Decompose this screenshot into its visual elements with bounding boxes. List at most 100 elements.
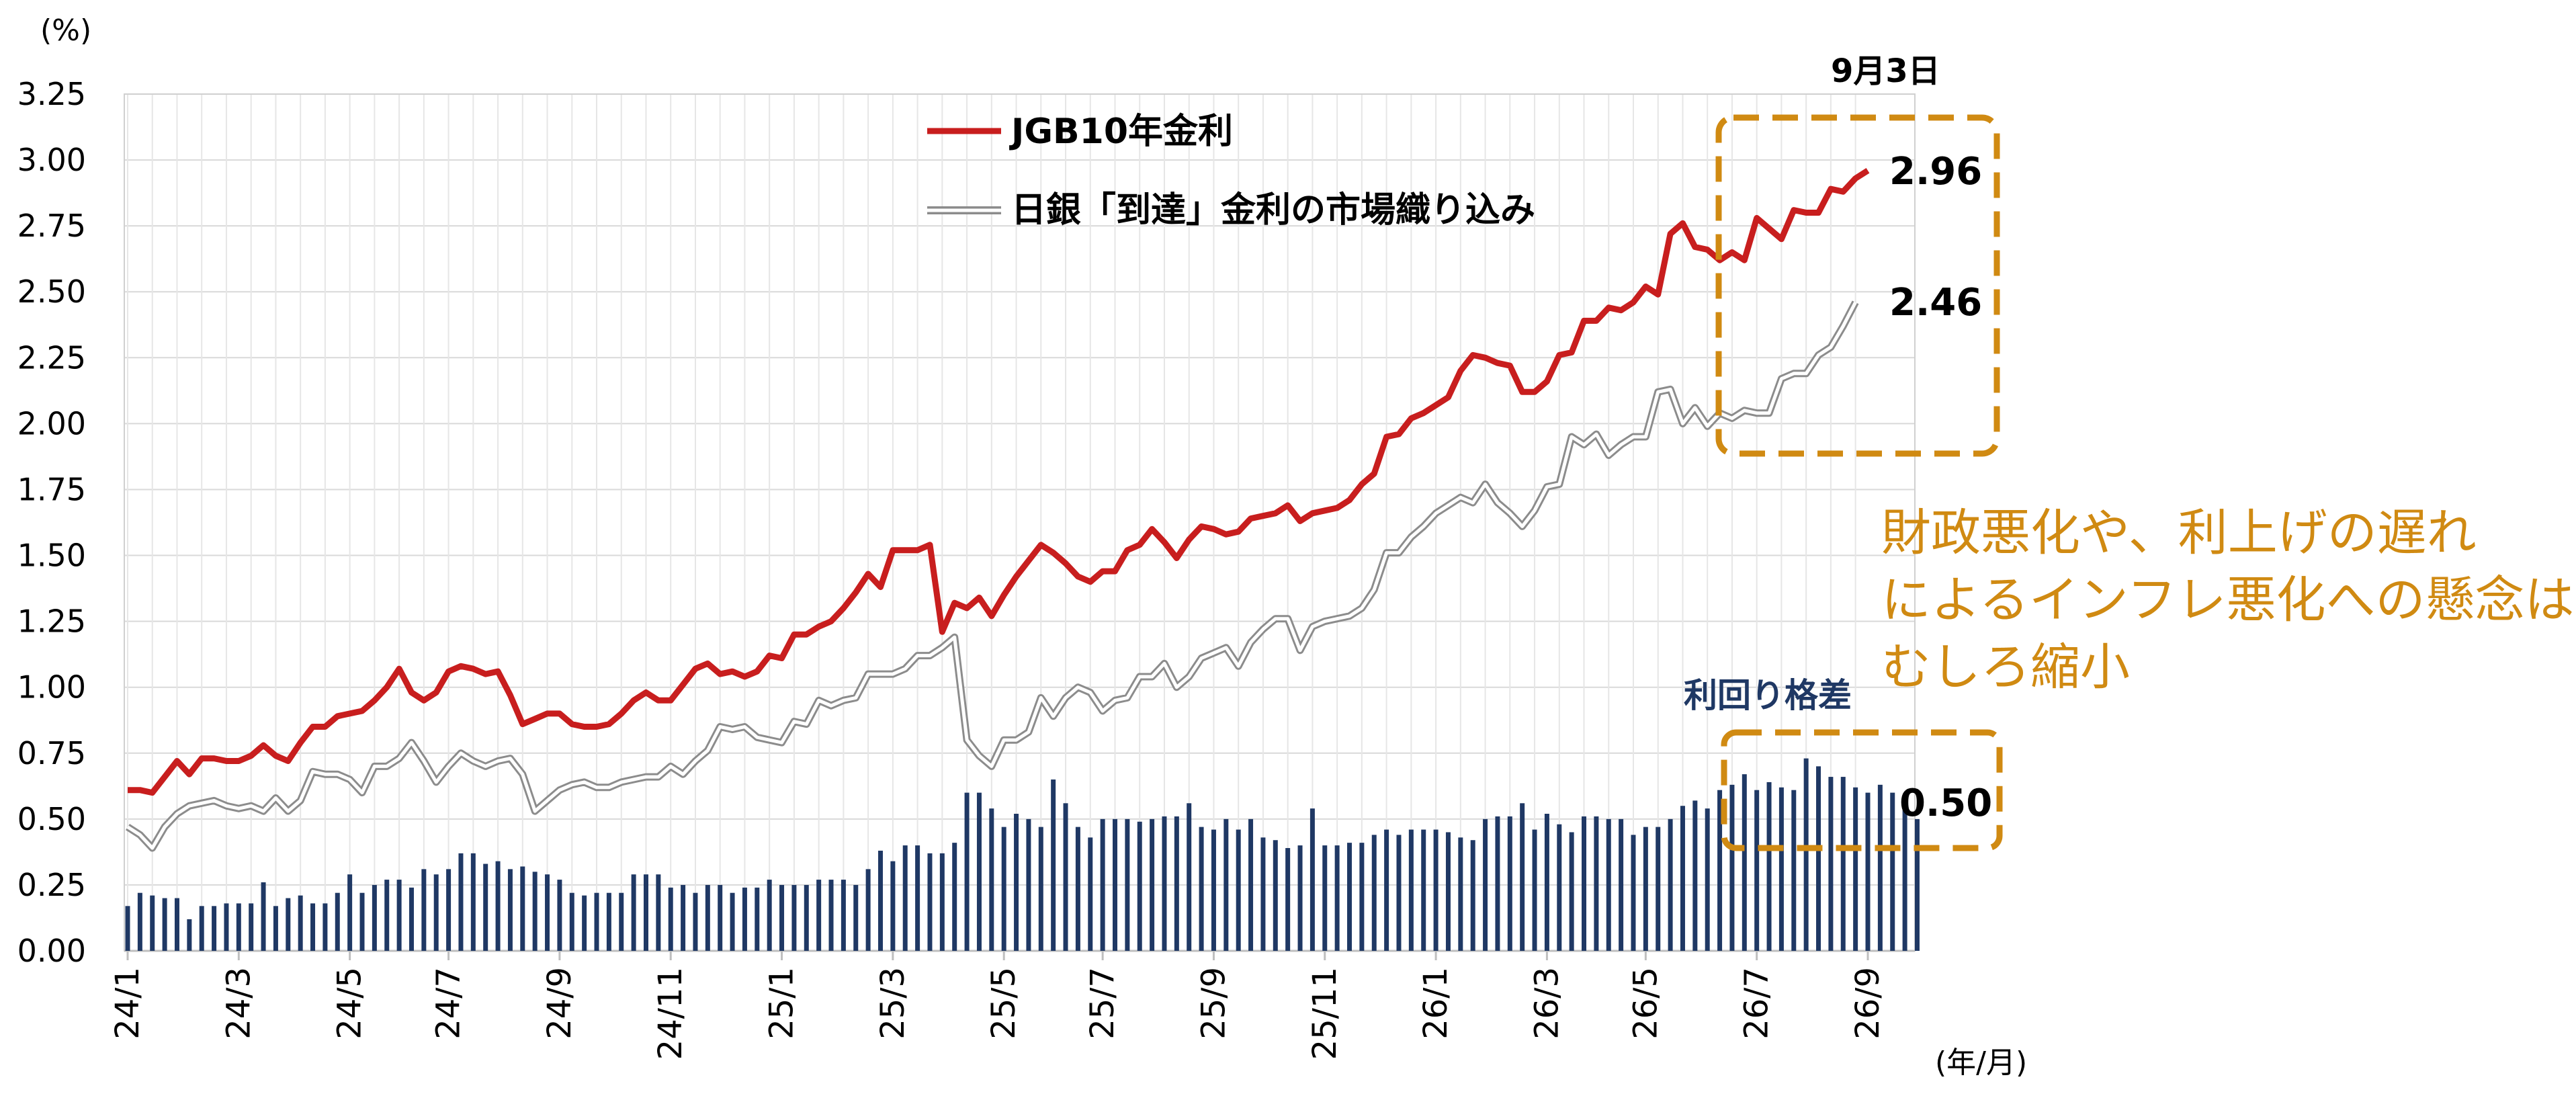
x-axis-unit: (年/月): [1935, 1046, 2027, 1080]
x-tick-label: 25/1: [763, 967, 801, 1040]
spread-bar: [1778, 787, 1784, 951]
spread-bar: [1433, 829, 1439, 951]
spread-title: 利回り格差: [1684, 676, 1852, 715]
spread-bar: [1458, 837, 1463, 951]
spread-bar: [286, 898, 291, 951]
spread-bar: [212, 906, 217, 951]
spread-bar: [557, 880, 562, 951]
spread-bar: [1187, 803, 1192, 951]
spread-bar: [409, 887, 414, 951]
x-tick-label: 25/11: [1306, 967, 1344, 1060]
spread-bar: [902, 845, 908, 951]
spread-bar: [1063, 803, 1068, 951]
spread-bar: [865, 869, 871, 951]
x-tick-label: 24/5: [331, 967, 369, 1040]
spread-bar: [1606, 818, 1611, 951]
spread-bars: [125, 758, 1920, 951]
spread-bar: [1643, 827, 1648, 951]
spread-bar: [877, 850, 883, 951]
spread-bar: [767, 880, 772, 951]
spread-bar: [779, 884, 785, 951]
spread-bar: [125, 906, 130, 951]
spread-bar: [1113, 818, 1118, 951]
spread-bar: [236, 903, 241, 951]
spread-bar: [1483, 818, 1488, 951]
spread-bar: [335, 892, 340, 951]
spread-bar: [1322, 845, 1328, 951]
spread-bar: [298, 895, 303, 951]
x-tick-label: 26/7: [1738, 967, 1776, 1040]
spread-bar: [989, 808, 994, 951]
spread-last-value: 0.50: [1899, 782, 1992, 825]
spread-bar: [1273, 840, 1278, 951]
spread-bar: [1051, 779, 1056, 951]
spread-bar: [1507, 816, 1512, 951]
spread-bar: [273, 906, 278, 951]
comment-line-1: 財政悪化や、利上げの遅れ: [1881, 504, 2477, 562]
spread-bar: [1742, 774, 1747, 951]
spread-bar: [1692, 800, 1698, 951]
spread-bar: [915, 845, 920, 951]
spread-bar: [1705, 808, 1710, 951]
legend-label-jgb: JGB10年金利: [1009, 112, 1233, 152]
spread-bar: [631, 874, 636, 951]
spread-bar: [1840, 777, 1846, 951]
y-tick-label: 2.00: [17, 405, 86, 441]
spread-bar: [804, 884, 809, 951]
spread-bar: [1594, 816, 1599, 951]
spread-bar: [1026, 818, 1031, 951]
comment: 財政悪化や、利上げの遅れ によるインフレ悪化への懸念は むしろ縮小: [1881, 504, 2575, 696]
spread-bar: [582, 895, 587, 951]
spread-bar: [1803, 758, 1809, 951]
date-label: 9月3日: [1831, 52, 1940, 90]
spread-bar: [1914, 818, 1920, 951]
spread-bar: [384, 880, 390, 951]
spread-bar: [1014, 814, 1019, 951]
spread-bar: [1371, 835, 1377, 951]
spread-bar: [1236, 829, 1241, 951]
spread-bar: [372, 884, 377, 951]
y-tick-label: 1.75: [17, 471, 86, 507]
spread-bar: [1347, 843, 1353, 951]
spread-bar: [1656, 827, 1661, 951]
spread-bar: [1248, 818, 1254, 951]
spread-bar: [1125, 818, 1130, 951]
spread-bar: [1285, 848, 1291, 951]
x-tick-label: 24/9: [541, 967, 578, 1040]
spread-bar: [1223, 818, 1229, 951]
spread-bar: [1668, 818, 1673, 951]
spread-bar: [1631, 835, 1636, 951]
spread-bar: [1150, 818, 1155, 951]
spread-bar: [1396, 835, 1402, 951]
spread-bar: [1310, 808, 1315, 951]
spread-bar: [1680, 806, 1685, 951]
spread-bar: [1384, 829, 1389, 951]
spread-bar: [742, 887, 747, 951]
spread-bar: [1717, 790, 1723, 951]
spread-bar: [1088, 837, 1093, 951]
spread-bar: [1359, 843, 1365, 951]
x-tick-label: 25/7: [1084, 967, 1121, 1040]
spread-bar: [483, 863, 488, 951]
spread-bar: [1569, 832, 1574, 951]
spread-bar: [952, 843, 957, 951]
x-tick-label: 25/5: [985, 967, 1023, 1040]
y-tick-label: 0.25: [17, 867, 86, 903]
x-tick-label: 26/9: [1849, 967, 1887, 1040]
y-tick-label: 1.00: [17, 669, 86, 706]
spread-bar: [1877, 784, 1883, 951]
spread-bar: [1520, 803, 1525, 951]
spread-bar: [323, 903, 328, 951]
y-tick-label: 3.25: [17, 76, 86, 112]
spread-bar: [1582, 816, 1587, 951]
spread-bar: [1421, 829, 1426, 951]
spread-bar: [1001, 827, 1006, 951]
jgb-last-value: 2.96: [1889, 150, 1982, 194]
spread-bar: [853, 884, 859, 951]
spread-bar: [162, 898, 167, 951]
spread-bar: [964, 792, 970, 951]
spread-bar: [841, 880, 846, 951]
spread-bar: [939, 853, 945, 951]
legend-label-boj: 日銀「到達」金利の市場織り込み: [1011, 190, 1535, 230]
